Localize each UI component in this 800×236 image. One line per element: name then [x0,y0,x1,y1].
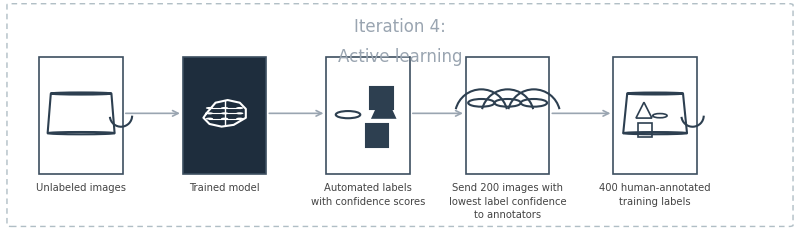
Circle shape [221,118,228,120]
Text: Send 200 images with
lowest label confidence
to annotators: Send 200 images with lowest label confid… [449,183,566,220]
Text: Iteration 4:: Iteration 4: [354,18,446,36]
Circle shape [236,118,243,120]
FancyBboxPatch shape [182,57,266,174]
Circle shape [236,112,243,114]
Bar [366,124,388,147]
Polygon shape [373,93,395,118]
Text: Active learning: Active learning [338,48,462,66]
FancyBboxPatch shape [326,57,410,174]
Text: Unlabeled images: Unlabeled images [36,183,126,193]
Bar [638,123,652,137]
Circle shape [221,112,228,114]
Circle shape [206,107,213,109]
Bar [370,87,393,110]
Circle shape [221,107,228,109]
Text: 400 human-annotated
training labels: 400 human-annotated training labels [599,183,711,206]
FancyBboxPatch shape [466,57,550,174]
FancyBboxPatch shape [614,57,697,174]
Text: Trained model: Trained model [190,183,260,193]
Circle shape [206,118,213,120]
Text: Automated labels
with confidence scores: Automated labels with confidence scores [311,183,426,206]
Circle shape [206,112,213,114]
Circle shape [236,107,243,109]
FancyBboxPatch shape [39,57,123,174]
